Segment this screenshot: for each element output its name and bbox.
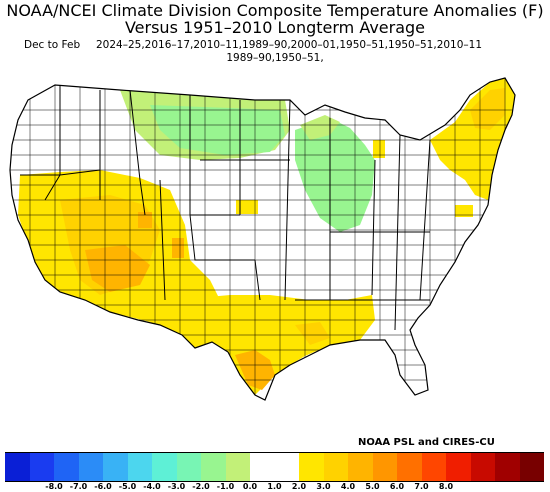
new-england-gold bbox=[470, 88, 505, 130]
color-legend-ticks: -8.0 -7.0 -6.0 -5.0 -4.0 -3.0 -2.0 -1.0 0.0 1.0 2.… bbox=[5, 482, 544, 492]
composite-years-line2: 1989–90,1950–51, bbox=[226, 52, 324, 64]
legend-tick-label: -2.0 bbox=[192, 482, 210, 491]
color-legend-bar bbox=[5, 452, 544, 482]
legend-swatch bbox=[495, 453, 520, 481]
legend-swatch bbox=[470, 453, 495, 481]
legend-tick-label: -4.0 bbox=[143, 482, 161, 491]
legend-swatch bbox=[103, 453, 128, 481]
legend-tick-label: -5.0 bbox=[118, 482, 137, 491]
legend-swatch bbox=[78, 453, 103, 481]
legend-tick-label: 5.0 bbox=[365, 482, 380, 491]
anomaly-regions bbox=[10, 78, 515, 400]
legend-swatch bbox=[250, 453, 275, 481]
legend-tick-label: 1.0 bbox=[267, 482, 282, 491]
legend-tick-label: -8.0 bbox=[45, 482, 63, 491]
legend-tick-label: 7.0 bbox=[414, 482, 429, 491]
mid-atlantic-yellow-division bbox=[455, 205, 473, 217]
legend-swatch bbox=[225, 453, 250, 481]
arizona-orange bbox=[85, 245, 150, 292]
map-title-line1: NOAA/NCEI Climate Division Composite Tem… bbox=[6, 1, 544, 20]
northern-plains-green bbox=[150, 105, 285, 155]
legend-tick-label: -6.0 bbox=[94, 482, 112, 491]
legend-swatch bbox=[176, 453, 201, 481]
legend-tick-label: 6.0 bbox=[389, 482, 405, 491]
legend-tick-label: -7.0 bbox=[69, 482, 88, 491]
composite-years-line1: 2024–25,2016–17,2010–11,1989–90,2000–01,… bbox=[96, 39, 483, 51]
legend-swatch bbox=[372, 453, 397, 481]
legend-swatch bbox=[421, 453, 446, 481]
legend-tick-label: -1.0 bbox=[216, 482, 235, 491]
state-boundaries bbox=[20, 85, 431, 331]
map-title-line2: Versus 1951–2010 Longterm Average bbox=[124, 18, 426, 37]
legend-tick-label: 0.0 bbox=[242, 482, 258, 491]
central-plains-yellow-division bbox=[236, 200, 258, 214]
legend-tick-label: 4.0 bbox=[340, 482, 356, 491]
legend-tick-label: 8.0 bbox=[438, 482, 454, 491]
legend-swatch bbox=[54, 453, 79, 481]
utah-orange-division bbox=[138, 212, 152, 228]
legend-swatch bbox=[152, 453, 177, 481]
legend-swatch bbox=[397, 453, 422, 481]
season-label: Dec to Feb bbox=[24, 39, 81, 51]
legend-tick-label: 3.0 bbox=[316, 482, 331, 491]
east-texas-gold bbox=[295, 322, 330, 345]
legend-swatch bbox=[323, 453, 348, 481]
legend-swatch bbox=[446, 453, 471, 481]
credit-text: NOAA PSL and CIRES-CU bbox=[358, 437, 495, 448]
legend-swatch bbox=[201, 453, 226, 481]
colorado-orange-division bbox=[172, 238, 184, 258]
legend-swatch bbox=[29, 453, 54, 481]
legend-tick-label: 2.0 bbox=[291, 482, 307, 491]
division-boundaries bbox=[10, 78, 515, 400]
legend-swatch bbox=[5, 453, 30, 481]
legend-tick-label: -3.0 bbox=[167, 482, 186, 491]
legend-swatch bbox=[274, 453, 299, 481]
legend-swatch bbox=[348, 453, 373, 481]
michigan-yellow-division bbox=[373, 140, 385, 158]
climate-division-map bbox=[9, 77, 516, 401]
legend-swatch bbox=[127, 453, 152, 481]
legend-swatch bbox=[519, 453, 544, 481]
legend-swatch bbox=[299, 453, 324, 481]
